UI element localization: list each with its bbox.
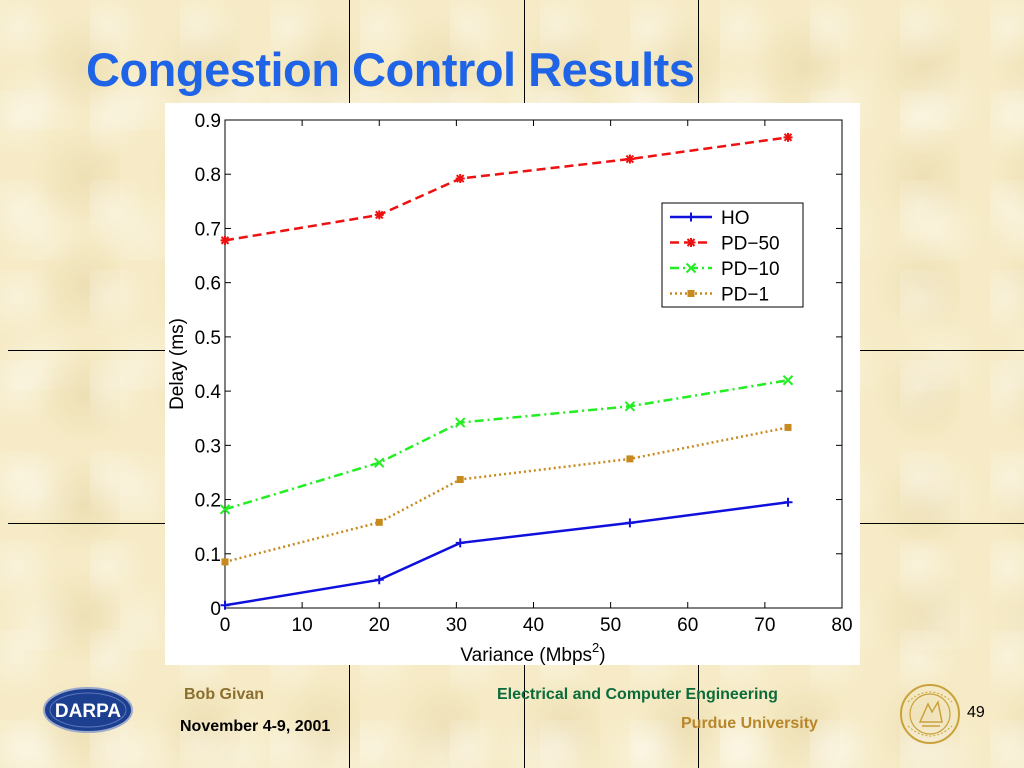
data-point bbox=[686, 238, 696, 247]
data-point bbox=[219, 504, 231, 515]
frame-line bbox=[8, 523, 165, 524]
data-point bbox=[455, 417, 466, 428]
data-point bbox=[626, 455, 634, 463]
x-tick-label: 10 bbox=[292, 615, 313, 636]
series-2 bbox=[219, 375, 794, 515]
legend-label: PD−10 bbox=[721, 259, 780, 280]
y-tick-label: 0.8 bbox=[195, 165, 221, 186]
x-tick-label: 20 bbox=[369, 615, 390, 636]
data-point bbox=[456, 475, 464, 483]
series-3 bbox=[221, 423, 792, 566]
data-point bbox=[783, 132, 793, 142]
x-tick-label: 40 bbox=[523, 615, 544, 636]
legend-label: PD−1 bbox=[721, 285, 769, 306]
darpa-logo-text: DARPA bbox=[55, 701, 121, 722]
legend-label: PD−50 bbox=[721, 234, 780, 255]
data-point bbox=[625, 518, 635, 528]
data-point bbox=[455, 538, 465, 548]
data-point bbox=[455, 174, 465, 184]
data-point bbox=[374, 457, 385, 468]
purdue-seal-icon bbox=[900, 684, 960, 744]
y-axis-label: Delay (ms) bbox=[167, 318, 188, 410]
chart-panel: 0 10 20 30 40 50 60 70 80 0 0.1 0.2 0.3 0.4 0.5 0.6 0.7 0… bbox=[165, 103, 860, 665]
x-tick-label: 80 bbox=[831, 615, 852, 636]
slide-title: Congestion Control Results bbox=[86, 43, 695, 96]
legend-label: HO bbox=[721, 208, 750, 229]
data-point bbox=[220, 600, 230, 610]
data-point bbox=[686, 212, 696, 222]
data-point bbox=[375, 518, 383, 526]
y-tick-label: 0.3 bbox=[195, 436, 221, 457]
data-point bbox=[220, 235, 230, 245]
x-axis-label-main: Variance (Mbps bbox=[460, 645, 592, 665]
data-point bbox=[783, 497, 793, 507]
department-name: Electrical and Computer Engineering bbox=[497, 686, 778, 703]
x-tick-label: 30 bbox=[446, 615, 467, 636]
legend-box bbox=[661, 202, 804, 308]
data-point bbox=[625, 154, 635, 164]
legend-entry: PD−10 bbox=[670, 259, 780, 280]
x-tick-label: 50 bbox=[600, 615, 621, 636]
data-point bbox=[221, 558, 229, 566]
x-tick-label: 70 bbox=[754, 615, 775, 636]
y-tick-label: 0.9 bbox=[195, 111, 221, 132]
data-point bbox=[374, 210, 384, 220]
university-name: Purdue University bbox=[681, 715, 818, 732]
presentation-date: November 4-9, 2001 bbox=[180, 718, 331, 735]
frame-line bbox=[860, 523, 1024, 524]
x-tick-label: 0 bbox=[220, 615, 231, 636]
data-point bbox=[687, 290, 695, 297]
data-point bbox=[374, 575, 384, 585]
data-point bbox=[784, 423, 792, 431]
frame-line bbox=[860, 350, 1024, 351]
legend-entry: PD−50 bbox=[670, 234, 780, 255]
y-tick-label: 0.5 bbox=[195, 328, 221, 349]
y-tick-label: 0 bbox=[210, 599, 221, 620]
legend-entry: HO bbox=[670, 208, 750, 229]
x-axis-label: Variance (Mbps2) bbox=[460, 640, 605, 665]
legend-entry: PD−1 bbox=[670, 285, 769, 306]
x-axis-label-superscript: 2 bbox=[592, 640, 599, 655]
axis-ticks: 0 10 20 30 40 50 60 70 80 0 0.1 0.2 0.3 0.4 0.5 0.6 0.7 0… bbox=[195, 111, 853, 636]
y-tick-label: 0.1 bbox=[195, 545, 221, 566]
delay-variance-chart: 0 10 20 30 40 50 60 70 80 0 0.1 0.2 0.3 0.4 0.5 0.6 0.7 0… bbox=[167, 111, 853, 665]
series-lines bbox=[219, 132, 794, 610]
y-tick-label: 0.2 bbox=[195, 491, 221, 512]
y-tick-label: 0.6 bbox=[195, 274, 221, 295]
series-1 bbox=[220, 132, 793, 245]
frame-line bbox=[8, 350, 165, 351]
series-0 bbox=[220, 497, 793, 610]
page-number: 49 bbox=[967, 704, 985, 721]
data-point bbox=[685, 262, 697, 274]
darpa-logo-icon: DARPA bbox=[43, 687, 133, 733]
author-name: Bob Givan bbox=[184, 686, 265, 703]
y-tick-label: 0.4 bbox=[195, 382, 222, 403]
chart-legend: HO PD−50 PD−10 PD−1 bbox=[661, 202, 804, 308]
data-point bbox=[624, 401, 636, 412]
data-point bbox=[782, 375, 794, 386]
y-tick-label: 0.7 bbox=[195, 219, 221, 240]
x-axis-label-suffix: ) bbox=[599, 645, 605, 665]
x-tick-label: 60 bbox=[677, 615, 698, 636]
